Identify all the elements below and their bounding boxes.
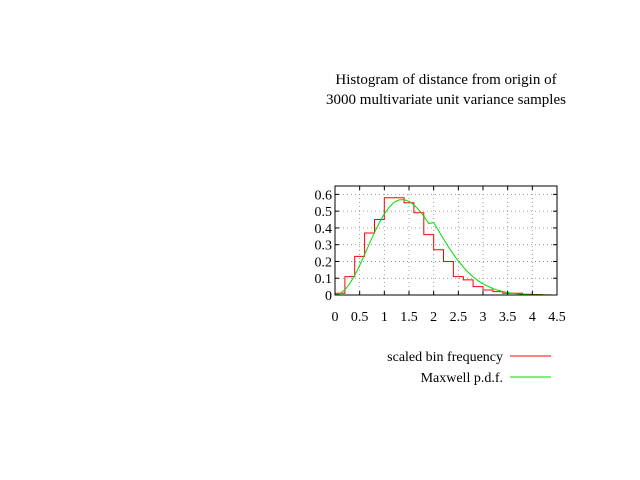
x-tick-label: 1.5 [400,310,418,325]
chart-title-line-2: 3000 multivariate unit variance samples [326,92,566,108]
y-tick-label: 0.2 [315,255,333,270]
x-axis: 0 0.5 1 1.5 2 2.5 3 3.5 4 4.5 [332,186,566,325]
x-tick-label: 3 [480,310,487,325]
x-tick-label: 0 [332,310,339,325]
y-tick-label: 0.4 [315,222,333,237]
y-tick-label: 0.6 [315,188,333,203]
x-tick-label: 2.5 [450,310,468,325]
x-tick-label: 4 [529,310,536,325]
x-tick-label: 1 [381,310,388,325]
plot-frame [334,185,558,296]
y-axis: 0 0.1 0.20.3 0.4 0.5 0.6 [315,188,557,304]
maxwell-curve [334,199,553,296]
legend-label-maxwell-pdf: Maxwell p.d.f. [421,371,503,386]
maxwell-pdf-line [334,199,553,296]
legend: scaled bin frequency Maxwell p.d.f. [387,350,551,386]
y-tick-label: 0.1 [315,272,333,287]
x-tick-label: 3.5 [499,310,517,325]
x-tick-label: 0.5 [351,310,369,325]
x-tick-label: 4.5 [548,310,566,325]
grid [335,186,557,295]
y-tick-label: 0.5 [315,205,333,220]
bin-frequency-step-line [335,197,553,296]
y-tick-label: 0 [325,289,332,304]
title-block: Histogram of distance from origin of 300… [326,72,566,108]
x-tick-label: 2 [430,310,437,325]
histogram-steps [335,197,553,296]
legend-label-bin-frequency: scaled bin frequency [387,350,503,365]
chart-title-line-1: Histogram of distance from origin of [335,72,556,88]
y-tick-label: 0.3 [315,239,333,254]
